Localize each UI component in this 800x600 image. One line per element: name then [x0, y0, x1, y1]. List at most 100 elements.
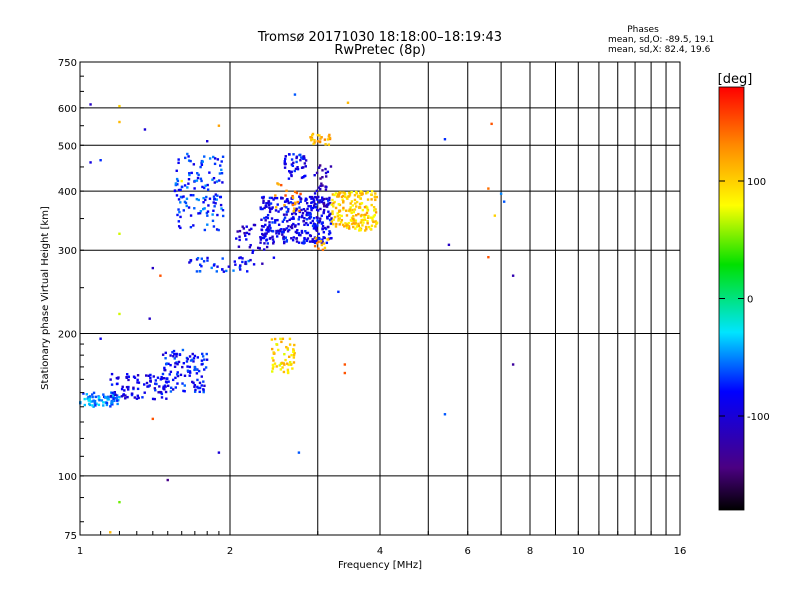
data-point — [264, 204, 267, 208]
data-point — [203, 384, 206, 388]
data-point — [317, 240, 320, 244]
data-point — [354, 202, 357, 205]
data-point — [346, 101, 350, 104]
data-point — [334, 192, 338, 195]
data-point — [220, 160, 223, 163]
data-point — [219, 164, 222, 167]
data-point — [187, 159, 191, 162]
data-point — [284, 236, 288, 239]
data-point — [112, 392, 116, 395]
data-point — [192, 194, 195, 197]
data-point — [217, 451, 221, 454]
data-point — [188, 374, 191, 377]
data-point — [261, 207, 264, 211]
data-point — [354, 227, 357, 230]
data-point — [313, 205, 316, 209]
data-point — [268, 221, 271, 224]
data-point — [372, 209, 376, 212]
data-point — [487, 255, 490, 259]
data-point — [300, 156, 303, 159]
data-point — [187, 155, 190, 158]
data-point — [202, 260, 206, 263]
data-point — [373, 213, 377, 217]
data-point — [194, 388, 197, 392]
data-point — [275, 235, 279, 238]
data-point — [143, 391, 146, 394]
data-point — [370, 198, 373, 201]
data-point — [290, 217, 293, 220]
data-point — [133, 376, 137, 379]
data-point — [174, 182, 178, 185]
data-point — [337, 290, 340, 294]
data-point — [288, 153, 291, 156]
data-point — [85, 393, 89, 396]
data-point — [281, 197, 284, 200]
data-point — [189, 214, 193, 217]
data-point — [338, 210, 341, 213]
data-point — [196, 172, 199, 175]
data-point — [326, 215, 329, 219]
data-point — [353, 208, 357, 211]
data-point — [326, 225, 330, 229]
data-point — [202, 201, 205, 204]
data-point — [183, 390, 186, 393]
data-point — [323, 138, 327, 141]
data-point — [157, 391, 160, 394]
data-point — [200, 363, 203, 366]
x-tick-label: 1 — [77, 546, 83, 557]
data-point — [220, 268, 224, 271]
data-point — [259, 238, 263, 241]
data-point — [188, 172, 191, 175]
data-point — [206, 183, 209, 187]
data-point — [324, 188, 328, 191]
data-point — [314, 227, 318, 230]
data-point — [265, 245, 269, 249]
data-point — [87, 395, 90, 399]
data-point — [306, 237, 310, 240]
data-point — [298, 206, 301, 209]
data-point — [160, 396, 164, 399]
data-point — [135, 397, 139, 400]
data-point — [342, 200, 345, 203]
data-point — [193, 179, 197, 183]
data-point — [345, 196, 349, 200]
data-point — [320, 214, 323, 217]
data-point — [283, 157, 287, 161]
data-point — [215, 228, 219, 231]
data-point — [248, 228, 251, 232]
data-point — [303, 162, 307, 165]
data-point — [269, 208, 272, 211]
data-point — [313, 239, 316, 243]
data-point — [310, 195, 314, 199]
data-point — [317, 186, 321, 189]
data-point — [288, 218, 291, 222]
data-point — [310, 240, 314, 243]
data-point — [278, 364, 281, 367]
data-point — [323, 246, 327, 250]
data-point — [351, 208, 354, 212]
data-point — [277, 229, 280, 233]
data-point — [92, 399, 95, 402]
data-point — [358, 229, 361, 232]
data-point — [193, 207, 196, 210]
data-point — [493, 214, 497, 217]
data-point — [304, 230, 307, 233]
data-point — [271, 221, 274, 224]
data-point — [365, 227, 368, 231]
data-point — [220, 207, 223, 210]
data-point — [371, 219, 374, 222]
data-point — [306, 231, 310, 235]
data-point — [283, 240, 286, 244]
data-point — [323, 197, 326, 201]
data-point — [89, 161, 92, 164]
data-point — [314, 237, 318, 240]
data-point — [239, 256, 242, 259]
data-point — [105, 403, 109, 407]
data-point — [262, 248, 266, 251]
data-point — [159, 274, 162, 277]
x-axis-label: Frequency [MHz] — [338, 560, 422, 571]
data-point — [217, 228, 220, 232]
data-point — [365, 192, 368, 195]
data-point — [195, 197, 199, 201]
data-point — [98, 399, 101, 402]
